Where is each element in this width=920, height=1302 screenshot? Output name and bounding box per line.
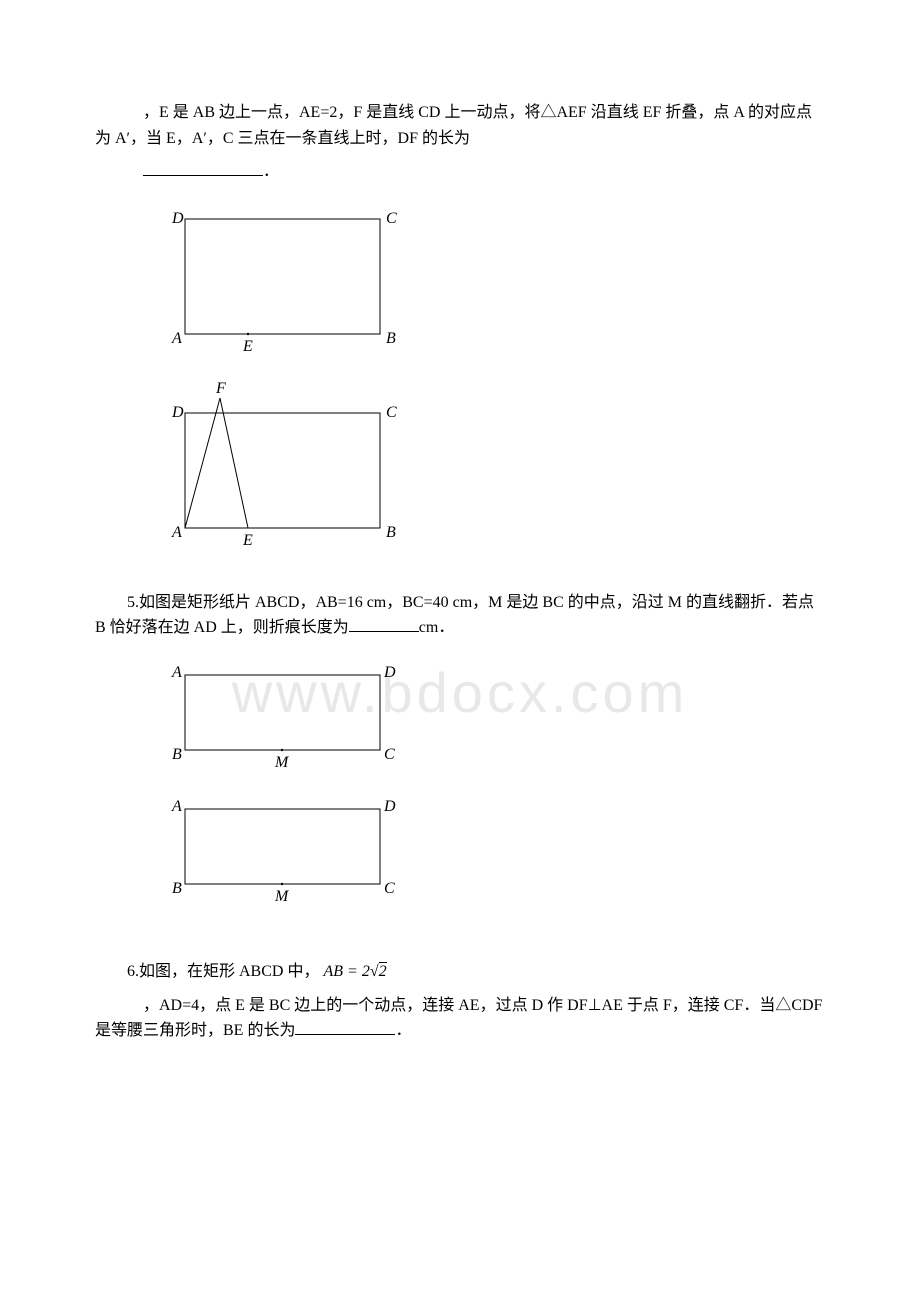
label-C: C xyxy=(384,746,395,763)
problem4-figure1: D C A B E xyxy=(160,199,825,359)
problem6-formula: AB = 2√2 xyxy=(323,962,386,980)
label-A: A xyxy=(171,798,182,815)
problem6-suffix: ． xyxy=(395,1022,411,1039)
problem6-blank xyxy=(295,1019,395,1035)
problem5-text: 5.如图是矩形纸片 ABCD，AB=16 cm，BC=40 cm，M 是边 BC… xyxy=(95,590,825,641)
label-D: D xyxy=(383,798,396,815)
problem4-suffix: ． xyxy=(263,163,279,180)
label-A: A xyxy=(171,664,182,681)
problem4-text-line1: ，E 是 AB 边上一点，AE=2，F 是直线 CD 上一动点，将△AEF 沿直… xyxy=(95,100,825,151)
problem6-prefix: 6.如图，在矩形 ABCD 中， xyxy=(127,963,319,980)
label-B: B xyxy=(386,524,396,541)
label-D: D xyxy=(383,664,396,681)
label-D: D xyxy=(171,404,184,421)
label-D: D xyxy=(171,210,184,227)
problem6-line2: ，AD=4，点 E 是 BC 边上的一个动点，连接 AE，过点 D 作 DF⊥A… xyxy=(95,993,825,1044)
problem4-figure2: D C A B F E xyxy=(160,373,825,558)
label-A: A xyxy=(171,524,182,541)
problem4-text-line2: ． xyxy=(95,159,825,185)
label-C: C xyxy=(384,880,395,897)
label-M: M xyxy=(274,888,290,905)
problem5-blank xyxy=(349,616,419,632)
problem6-body: ，AD=4，点 E 是 BC 边上的一个动点，连接 AE，过点 D 作 DF⊥A… xyxy=(95,997,822,1040)
label-M: M xyxy=(274,754,290,771)
label-B: B xyxy=(172,746,182,763)
content: ，E 是 AB 边上一点，AE=2，F 是直线 CD 上一动点，将△AEF 沿直… xyxy=(95,100,825,1044)
label-E: E xyxy=(242,338,253,355)
label-A: A xyxy=(171,330,182,347)
label-F: F xyxy=(215,380,226,397)
problem5-figure2: A D B C M xyxy=(160,789,825,909)
label-C: C xyxy=(386,404,397,421)
label-E: E xyxy=(242,532,253,549)
label-B: B xyxy=(172,880,182,897)
label-C: C xyxy=(386,210,397,227)
problem5-suffix: cm． xyxy=(419,619,455,636)
problem5-main: 5.如图是矩形纸片 ABCD，AB=16 cm，BC=40 cm，M 是边 BC… xyxy=(95,594,814,637)
label-B: B xyxy=(386,330,396,347)
problem5-figure1: A D B C M xyxy=(160,655,825,775)
problem4-blank xyxy=(143,160,263,176)
problem6-line1: 6.如图，在矩形 ABCD 中， AB = 2√2 xyxy=(95,959,825,985)
